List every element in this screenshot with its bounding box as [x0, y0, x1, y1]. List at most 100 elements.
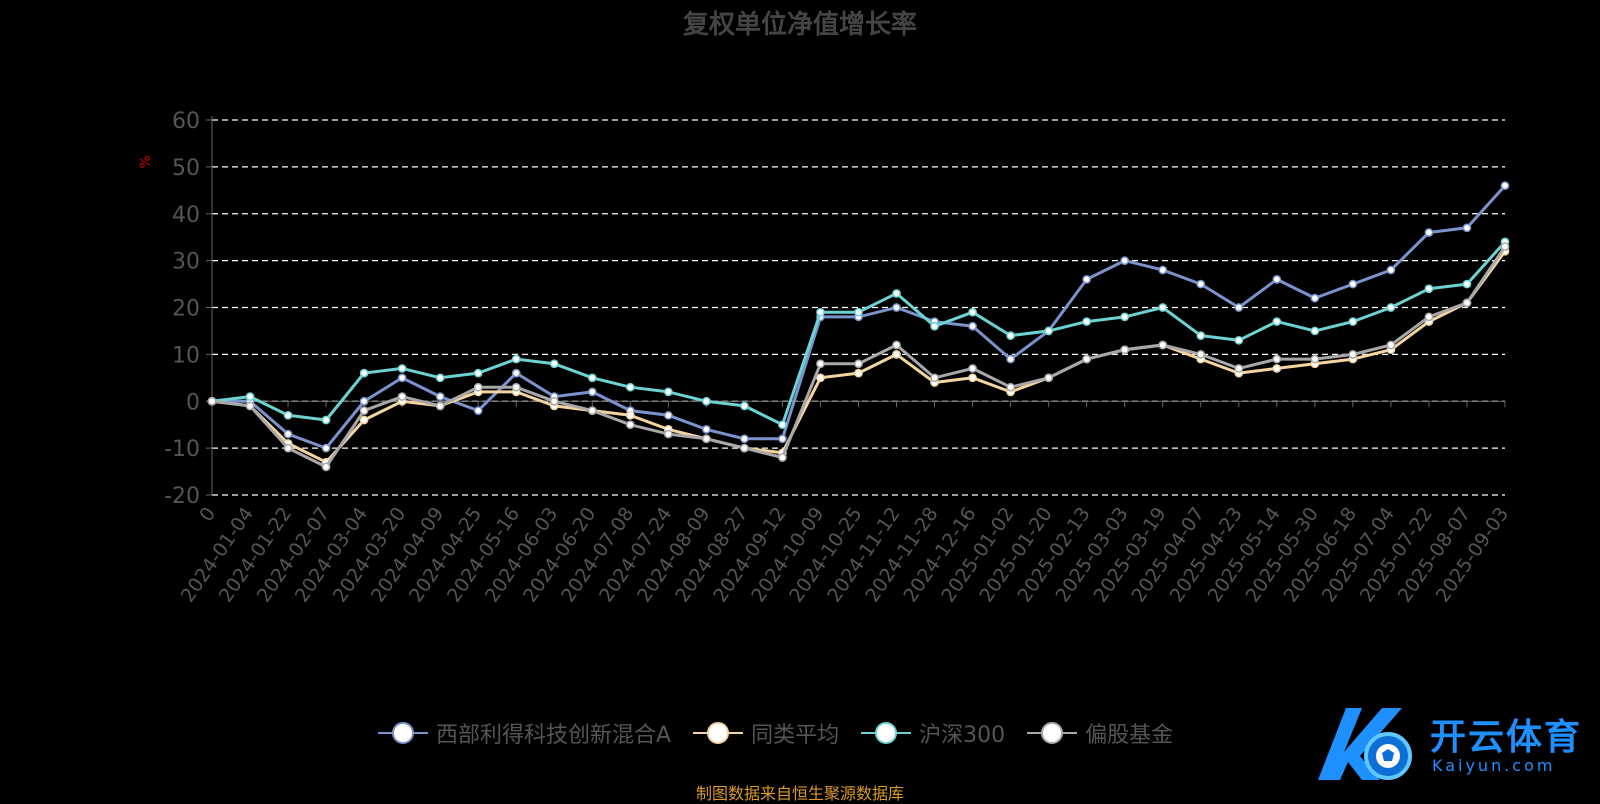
data-point[interactable]	[587, 373, 597, 383]
data-point[interactable]	[1006, 354, 1015, 364]
data-point[interactable]	[854, 359, 863, 369]
data-point[interactable]	[778, 420, 787, 430]
data-point[interactable]	[1082, 275, 1092, 284]
data-point[interactable]	[435, 392, 445, 401]
data-point[interactable]	[511, 354, 521, 364]
data-point[interactable]	[1272, 364, 1282, 373]
data-point[interactable]	[1272, 317, 1282, 326]
data-point[interactable]	[1310, 326, 1320, 336]
data-point[interactable]	[397, 392, 407, 401]
data-point[interactable]	[321, 443, 331, 453]
data-point[interactable]	[1348, 350, 1358, 359]
data-point[interactable]	[740, 401, 749, 411]
data-point[interactable]	[359, 396, 369, 406]
data-point[interactable]	[435, 401, 445, 411]
data-point[interactable]	[740, 443, 749, 453]
data-point[interactable]	[359, 368, 369, 378]
data-point[interactable]	[892, 303, 901, 312]
data-point[interactable]	[1158, 265, 1168, 275]
data-point[interactable]	[1120, 312, 1130, 322]
data-point[interactable]	[1386, 303, 1396, 312]
legend-item[interactable]: 西部利得科技创新混合A	[378, 717, 671, 749]
data-point[interactable]	[1082, 317, 1092, 326]
data-point[interactable]	[816, 359, 825, 369]
data-point[interactable]	[1424, 312, 1434, 322]
data-point[interactable]	[1462, 298, 1472, 308]
data-point[interactable]	[1044, 373, 1053, 383]
data-point[interactable]	[283, 410, 293, 420]
data-point[interactable]	[1386, 265, 1396, 275]
data-point[interactable]	[1462, 279, 1472, 289]
data-point[interactable]	[664, 429, 673, 439]
data-point[interactable]	[740, 434, 749, 444]
data-point[interactable]	[625, 410, 635, 420]
data-point[interactable]	[359, 406, 369, 415]
data-point[interactable]	[930, 321, 939, 331]
data-point[interactable]	[435, 373, 445, 383]
data-point[interactable]	[778, 453, 787, 462]
data-point[interactable]	[892, 350, 901, 359]
data-point[interactable]	[968, 373, 977, 383]
legend-item[interactable]: 同类平均	[693, 717, 839, 749]
data-point[interactable]	[1424, 228, 1434, 237]
data-point[interactable]	[778, 434, 787, 444]
data-point[interactable]	[1272, 275, 1282, 284]
data-point[interactable]	[1196, 350, 1206, 359]
data-point[interactable]	[1500, 242, 1510, 251]
data-point[interactable]	[702, 396, 711, 406]
data-point[interactable]	[549, 396, 559, 406]
data-point[interactable]	[816, 373, 825, 383]
data-point[interactable]	[1120, 345, 1130, 355]
data-point[interactable]	[1310, 293, 1320, 303]
data-point[interactable]	[1006, 331, 1015, 340]
data-point[interactable]	[1424, 284, 1434, 294]
data-point[interactable]	[1196, 279, 1206, 289]
data-point[interactable]	[245, 401, 255, 411]
data-point[interactable]	[892, 340, 901, 350]
data-point[interactable]	[854, 307, 863, 317]
data-point[interactable]	[549, 359, 559, 369]
data-point[interactable]	[1006, 382, 1015, 392]
data-point[interactable]	[1386, 340, 1396, 350]
data-point[interactable]	[1348, 279, 1358, 289]
data-point[interactable]	[1120, 256, 1130, 265]
data-point[interactable]	[283, 443, 293, 453]
data-point[interactable]	[892, 289, 901, 298]
data-point[interactable]	[1348, 317, 1358, 326]
data-point[interactable]	[854, 368, 863, 378]
data-point[interactable]	[321, 415, 331, 425]
data-point[interactable]	[473, 368, 483, 378]
data-point[interactable]	[1234, 303, 1244, 312]
data-point[interactable]	[968, 321, 977, 331]
data-point[interactable]	[1500, 181, 1510, 190]
data-point[interactable]	[1082, 354, 1092, 364]
data-point[interactable]	[968, 364, 977, 373]
data-point[interactable]	[702, 425, 711, 434]
data-point[interactable]	[1310, 354, 1320, 364]
data-point[interactable]	[816, 307, 825, 317]
data-point[interactable]	[1234, 335, 1244, 345]
data-point[interactable]	[1158, 340, 1168, 350]
data-point[interactable]	[207, 396, 217, 406]
data-point[interactable]	[473, 406, 483, 415]
legend-item[interactable]: 偏股基金	[1027, 717, 1173, 749]
data-point[interactable]	[664, 410, 673, 420]
data-point[interactable]	[930, 373, 939, 383]
data-point[interactable]	[664, 387, 673, 397]
data-point[interactable]	[1158, 303, 1168, 312]
data-point[interactable]	[1462, 223, 1472, 233]
data-point[interactable]	[397, 373, 407, 383]
data-point[interactable]	[1272, 354, 1282, 364]
data-point[interactable]	[625, 420, 635, 430]
data-point[interactable]	[625, 382, 635, 392]
data-point[interactable]	[1196, 331, 1206, 340]
data-point[interactable]	[1044, 326, 1053, 336]
data-point[interactable]	[321, 462, 331, 472]
data-point[interactable]	[359, 415, 369, 425]
data-point[interactable]	[283, 429, 293, 439]
data-point[interactable]	[473, 382, 483, 392]
legend-item[interactable]: 沪深300	[861, 717, 1005, 749]
data-point[interactable]	[511, 382, 521, 392]
data-point[interactable]	[511, 368, 521, 378]
data-point[interactable]	[702, 434, 711, 444]
